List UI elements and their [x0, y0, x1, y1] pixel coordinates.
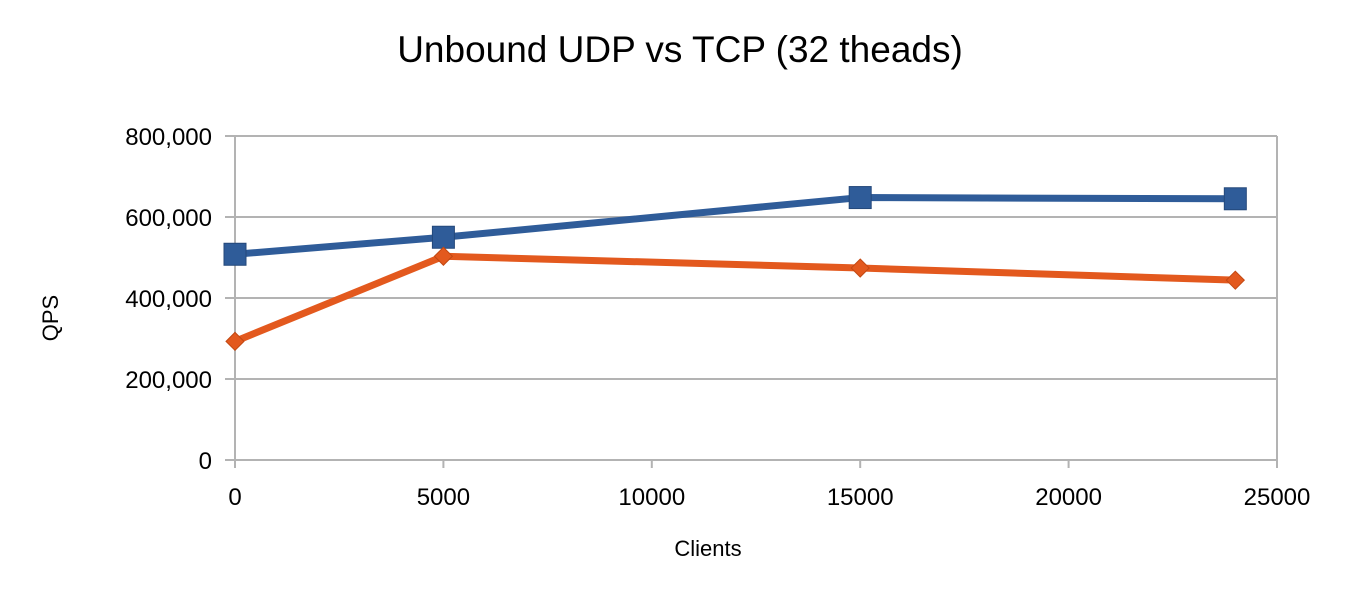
x-tick-label: 10000	[618, 484, 685, 511]
x-axis-label: Clients	[674, 536, 741, 561]
y-axis-label: QPS	[38, 295, 63, 341]
x-tick-label: 15000	[827, 484, 894, 511]
gridlines	[225, 135, 1277, 461]
x-tick-labels: 0 5000 10000 15000 20000 25000	[228, 484, 1310, 511]
x-tick-label: 5000	[417, 484, 470, 511]
series-1-point	[848, 186, 872, 210]
y-tick-label: 200,000	[125, 367, 212, 394]
series-1-point	[223, 242, 247, 266]
x-tick-label: 0	[228, 484, 241, 511]
y-tick-label: 600,000	[125, 205, 212, 232]
series-line-1	[231, 194, 1239, 258]
series-line-2	[231, 252, 1239, 345]
y-tick-label: 400,000	[125, 286, 212, 313]
chart-title: Unbound UDP vs TCP (32 theads)	[397, 29, 963, 70]
series-1-point	[1223, 187, 1247, 211]
series-1-point	[431, 225, 455, 249]
y-tick-label: 800,000	[125, 124, 212, 151]
series-2-point	[1225, 270, 1246, 290]
axes	[234, 136, 1278, 468]
series-2-point	[225, 331, 245, 352]
x-tick-label: 25000	[1244, 484, 1311, 511]
y-tick-labels: 0 200,000 400,000 600,000 800,000	[125, 124, 212, 475]
series-group	[223, 186, 1247, 352]
series-2-point	[433, 246, 454, 266]
series-2-point	[850, 258, 870, 278]
y-tick-label: 0	[199, 448, 212, 475]
x-tick-label: 20000	[1035, 484, 1102, 511]
